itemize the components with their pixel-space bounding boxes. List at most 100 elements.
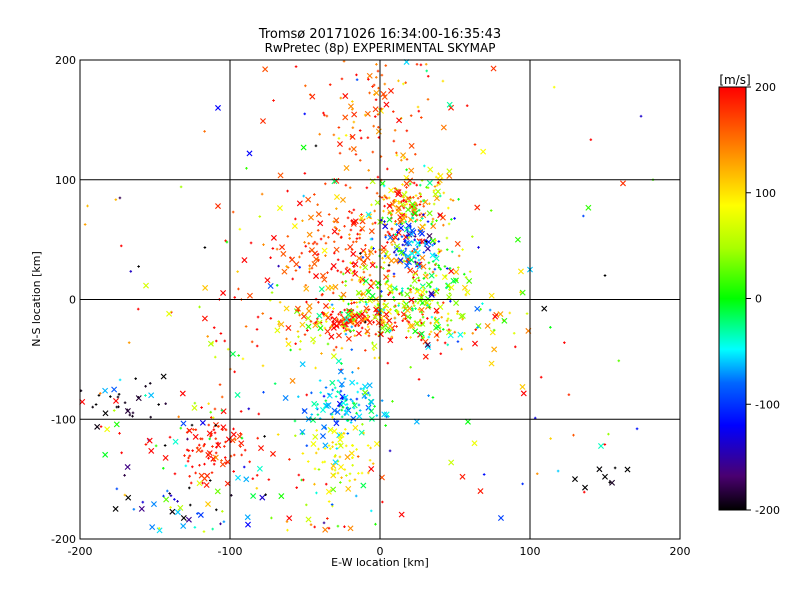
data-point-cross: [313, 256, 320, 263]
data-point-plus: [450, 250, 454, 254]
data-point-plus: [392, 250, 396, 254]
data-point-plus: [215, 508, 218, 512]
data-point-cross: [160, 373, 167, 380]
data-point-plus: [186, 437, 189, 441]
data-point-plus: [360, 213, 363, 216]
data-point-plus: [358, 159, 362, 162]
data-point-cross: [624, 466, 631, 473]
data-point-plus: [187, 456, 190, 460]
data-point-cross: [354, 320, 361, 327]
data-point-cross: [416, 261, 423, 268]
data-point-cross: [395, 205, 402, 212]
data-point-plus: [414, 307, 417, 310]
data-point-plus: [425, 185, 428, 189]
data-point-plus: [351, 262, 354, 265]
data-point-cross: [318, 286, 325, 293]
data-point-plus: [255, 473, 259, 477]
data-point-plus: [421, 217, 424, 220]
data-point-cross: [350, 220, 357, 227]
data-point-plus: [232, 470, 235, 473]
data-point-plus: [186, 459, 190, 463]
data-point-cross: [229, 350, 236, 357]
data-point-cross: [432, 191, 439, 198]
data-point-plus: [425, 240, 428, 243]
data-point-cross: [358, 214, 365, 221]
data-point-plus: [114, 198, 118, 201]
data-point-plus: [431, 270, 435, 274]
data-point-plus: [308, 264, 311, 268]
data-point-plus: [382, 267, 385, 270]
data-point-cross: [366, 72, 373, 79]
data-point-plus: [359, 257, 363, 261]
data-point-cross: [429, 237, 436, 244]
data-point-cross: [258, 445, 265, 452]
data-point-plus: [395, 325, 398, 328]
data-point-cross: [246, 150, 253, 157]
data-point-plus: [297, 473, 301, 477]
data-point-plus: [355, 78, 359, 81]
data-point-plus: [418, 213, 422, 217]
data-point-plus: [276, 433, 280, 436]
data-point-plus: [168, 435, 172, 439]
data-point-plus: [409, 365, 412, 369]
data-point-cross: [219, 461, 226, 468]
data-point-cross: [386, 216, 393, 223]
data-point-plus: [302, 194, 305, 198]
data-point-plus: [456, 312, 459, 316]
data-point-cross: [413, 418, 420, 425]
x-axis-ticks: -200 -100 0 100 200: [68, 545, 691, 558]
data-point-plus: [358, 236, 362, 240]
data-point-plus: [278, 300, 282, 304]
data-point-plus: [476, 326, 479, 329]
data-point-plus: [233, 370, 236, 374]
data-point-cross: [281, 268, 288, 275]
data-point-cross: [315, 211, 322, 218]
data-point-plus: [368, 252, 372, 256]
data-point-plus: [413, 238, 416, 242]
data-point-plus: [382, 209, 385, 213]
x-tick-label: 200: [670, 545, 691, 558]
data-point-plus: [239, 432, 242, 435]
data-point-plus: [237, 354, 240, 357]
data-point-plus: [406, 287, 410, 290]
colorbar-tick-label: 100: [755, 187, 776, 200]
data-marks: [79, 58, 655, 534]
data-point-cross: [420, 263, 427, 270]
data-point-plus: [360, 471, 364, 475]
data-point-plus: [402, 198, 406, 202]
data-point-cross: [179, 390, 186, 397]
data-point-cross: [317, 325, 324, 332]
data-point-cross: [338, 464, 345, 471]
data-point-cross: [491, 346, 498, 353]
data-point-plus: [294, 269, 298, 272]
data-point-plus: [639, 114, 643, 118]
data-point-plus: [200, 449, 204, 453]
data-point-plus: [203, 130, 206, 133]
data-point-plus: [420, 293, 423, 297]
data-point-plus: [405, 168, 408, 172]
data-point-plus: [404, 81, 407, 85]
data-point-plus: [296, 330, 300, 333]
data-point-cross: [180, 523, 187, 530]
data-point-plus: [432, 202, 436, 206]
data-point-cross: [206, 430, 213, 437]
data-point-plus: [203, 462, 206, 466]
data-point-cross: [364, 254, 371, 261]
data-point-cross: [383, 302, 390, 309]
data-point-plus: [262, 390, 265, 394]
x-tick-label: -200: [68, 545, 93, 558]
data-point-plus: [366, 316, 370, 320]
data-point-cross: [230, 431, 237, 438]
data-point-cross: [411, 277, 418, 284]
data-point-plus: [236, 270, 239, 273]
data-point-plus: [226, 347, 230, 351]
data-point-plus: [360, 293, 364, 296]
data-point-cross: [355, 330, 362, 337]
data-point-plus: [407, 236, 411, 239]
data-point-plus: [392, 139, 396, 143]
data-point-plus: [439, 267, 442, 271]
data-point-cross: [299, 428, 306, 435]
data-point-plus: [289, 348, 292, 352]
data-point-cross: [453, 269, 460, 276]
data-point-plus: [461, 248, 464, 251]
